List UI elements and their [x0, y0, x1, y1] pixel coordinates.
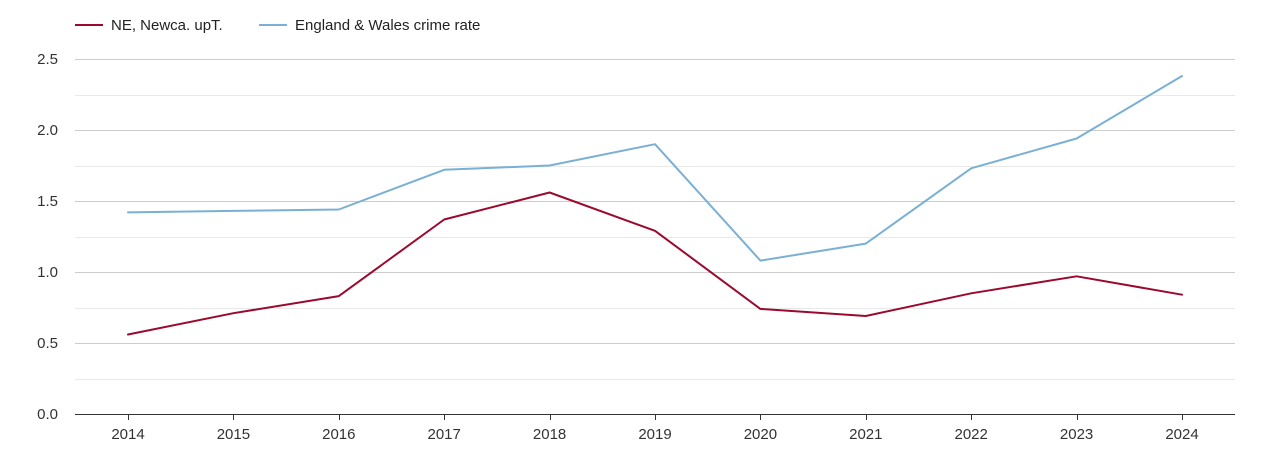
- gridlines: [75, 59, 1235, 380]
- y-tick-label: 0.0: [37, 406, 58, 423]
- x-tick-label: 2020: [744, 426, 777, 443]
- legend-label-ne-newcastle: NE, Newca. upT.: [111, 17, 223, 34]
- x-tick-label: 2014: [111, 426, 144, 443]
- x-tick-label: 2019: [638, 426, 671, 443]
- x-tick-label: 2023: [1060, 426, 1093, 443]
- series-line-ne-newcastle: [127, 191, 1183, 336]
- x-tick-label: 2021: [849, 426, 882, 443]
- legend-label-england-wales: England & Wales crime rate: [295, 17, 480, 34]
- y-tick-label: 1.0: [37, 264, 58, 281]
- x-tick-label: 2022: [955, 426, 988, 443]
- legend: NE, Newca. upT. England & Wales crime rat…: [75, 17, 480, 34]
- y-tick-label: 1.5: [37, 193, 58, 210]
- y-tick-label: 2.0: [37, 122, 58, 139]
- axes: 0.0 0.5 1.0 1.5 2.0 2.5 2014 2015 2016 2017 2018 20…: [37, 51, 1235, 443]
- y-tick-label: 0.5: [37, 335, 58, 352]
- x-tick-label: 2015: [217, 426, 250, 443]
- x-tick-label: 2024: [1165, 426, 1198, 443]
- y-tick-label: 2.5: [37, 51, 58, 68]
- series: [127, 75, 1183, 336]
- x-tick-label: 2016: [322, 426, 355, 443]
- series-line-england-wales: [127, 75, 1183, 262]
- x-tick-label: 2018: [533, 426, 566, 443]
- x-tick-label: 2017: [428, 426, 461, 443]
